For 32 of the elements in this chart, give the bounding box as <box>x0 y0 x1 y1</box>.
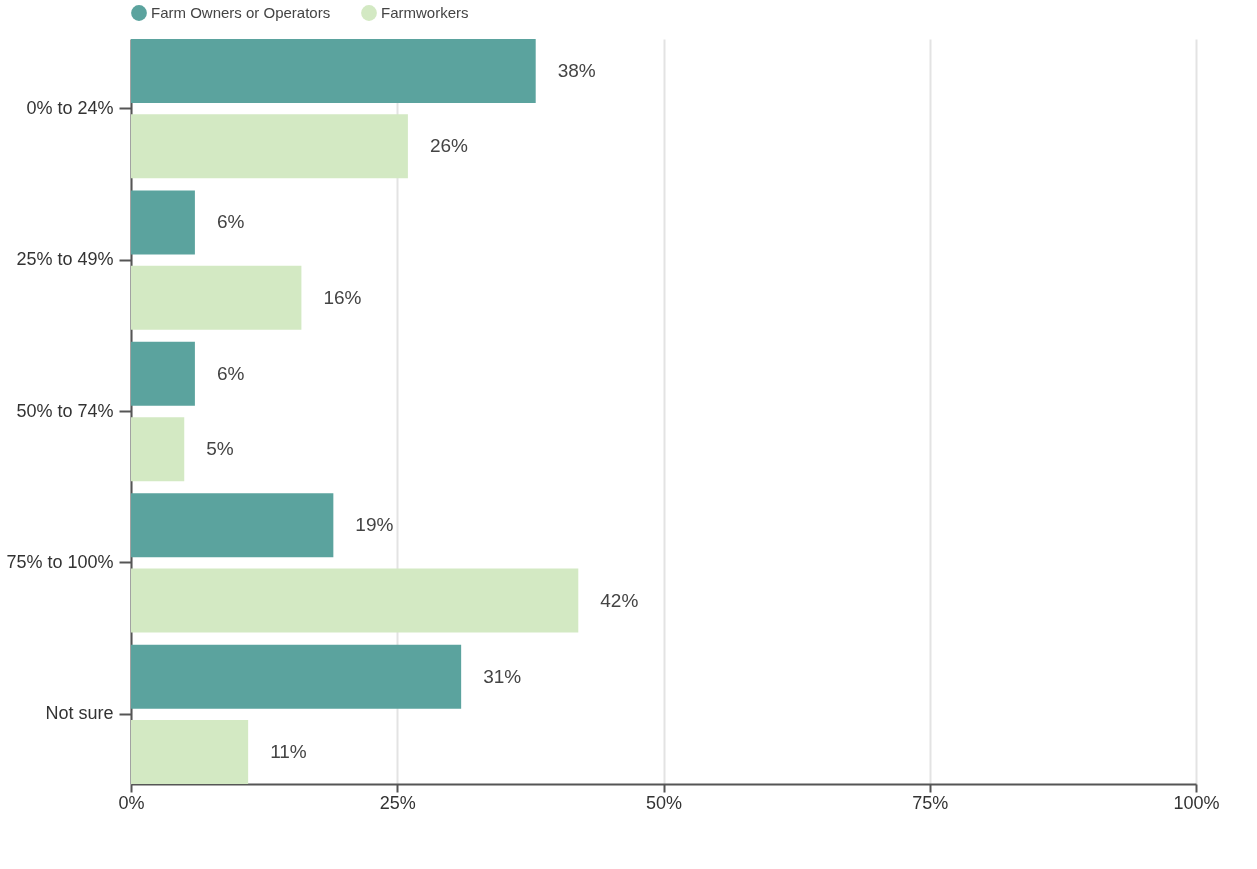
data-label: 38% <box>557 60 596 81</box>
x-tick-label: 50% <box>645 792 683 813</box>
legend-label: Farm Owners or Operators <box>151 4 331 21</box>
bar <box>131 417 185 482</box>
data-label: 19% <box>355 514 394 536</box>
bar <box>131 265 302 330</box>
legend-label: Farmworkers <box>381 4 469 21</box>
y-tick-label: Not sure <box>45 703 114 724</box>
bar <box>131 493 334 558</box>
x-tick-label: 75% <box>912 792 949 813</box>
x-tick-label: 0% <box>118 792 145 813</box>
bar <box>131 341 195 406</box>
bar <box>131 568 579 633</box>
data-label: 42% <box>600 589 639 611</box>
bar <box>131 190 195 255</box>
bar <box>131 39 536 104</box>
y-tick-label: 75% to 100% <box>6 551 114 572</box>
bar <box>131 719 249 784</box>
data-label: 16% <box>323 286 362 308</box>
data-label: 5% <box>206 438 234 460</box>
data-label: 26% <box>429 135 469 157</box>
bar <box>131 114 408 179</box>
y-tick-label: 25% to 49% <box>16 249 114 270</box>
data-label: 31% <box>483 665 522 687</box>
x-tick-label: 100% <box>1173 792 1220 813</box>
data-label: 6% <box>216 211 245 233</box>
y-tick-label: 0% to 24% <box>26 97 114 118</box>
x-tick-label: 25% <box>379 792 416 813</box>
y-tick-label: 50% to 74% <box>16 400 114 421</box>
data-label: 11% <box>270 741 307 762</box>
bar <box>131 644 462 709</box>
data-label: 6% <box>216 362 245 384</box>
